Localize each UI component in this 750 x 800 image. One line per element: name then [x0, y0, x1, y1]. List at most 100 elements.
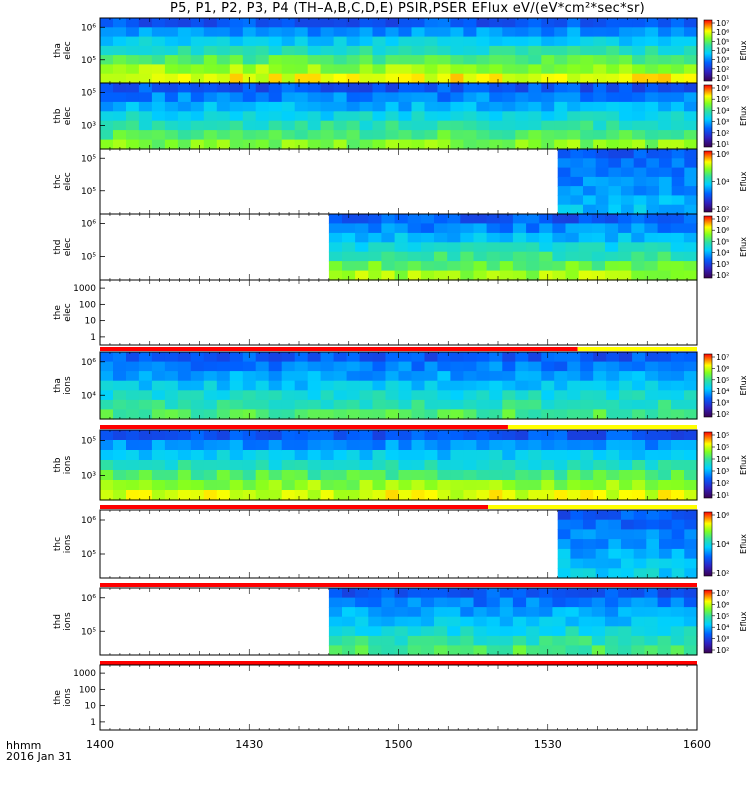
- heatmap-cell: [359, 361, 374, 372]
- heatmap-cell: [541, 409, 555, 420]
- heatmap-cell: [190, 64, 205, 75]
- heatmap-cell: [554, 55, 568, 65]
- heatmap-cell: [372, 64, 387, 75]
- heatmap-cell: [385, 490, 400, 501]
- heatmap-cell: [113, 440, 127, 451]
- heatmap-cell: [281, 111, 296, 122]
- colorbar-tick-label: 10⁵: [716, 237, 729, 246]
- heatmap-cell: [502, 450, 516, 461]
- heatmap-cell: [411, 83, 426, 93]
- heatmap-cell: [645, 101, 659, 112]
- heatmap-cell: [499, 223, 514, 234]
- heatmap-cell: [447, 645, 461, 656]
- heatmap-cell: [407, 616, 422, 627]
- heatmap-cell: [177, 490, 192, 501]
- status-bar-yellow: [577, 347, 697, 351]
- heatmap-cell: [255, 470, 270, 481]
- heatmap-cell: [473, 616, 488, 627]
- heatmap-cell: [372, 409, 387, 420]
- heatmap-cell: [190, 361, 205, 372]
- heatmap-cell: [216, 111, 231, 122]
- heatmap-cell: [476, 380, 490, 391]
- heatmap-cell: [113, 409, 127, 420]
- heatmap-cell: [151, 45, 166, 56]
- heatmap-cell: [476, 130, 490, 141]
- heatmap-cell: [216, 27, 231, 38]
- heatmap-cell: [320, 440, 335, 451]
- y-tick-label: 10³: [81, 122, 96, 132]
- colorbar-tick-label: 10⁶: [716, 600, 729, 609]
- heatmap-cell: [307, 83, 322, 93]
- heatmap-cell: [684, 36, 698, 47]
- heatmap-cell: [190, 371, 205, 382]
- heatmap-cell: [539, 223, 553, 234]
- heatmap-cell: [684, 361, 698, 372]
- heatmap-cell: [100, 399, 114, 411]
- heatmap-cell: [658, 352, 672, 363]
- heatmap-cell: [307, 440, 322, 451]
- heatmap-cell: [633, 195, 647, 206]
- heatmap-cell: [100, 480, 114, 491]
- heatmap-cell: [515, 36, 529, 47]
- heatmap-cell: [359, 399, 374, 411]
- heatmap-cell: [437, 450, 451, 461]
- heatmap-cell: [177, 430, 192, 441]
- heatmap-cell: [554, 409, 568, 420]
- heatmap-cell: [398, 380, 413, 391]
- heatmap-cell: [190, 36, 205, 47]
- heatmap-cell: [632, 73, 646, 84]
- heatmap-cell: [644, 242, 659, 253]
- heatmap-cell: [646, 149, 660, 159]
- heatmap-cell: [671, 558, 685, 569]
- heatmap-cell: [565, 645, 580, 656]
- heatmap-cell: [578, 597, 593, 608]
- status-bar-red: [100, 505, 489, 509]
- heatmap-cell: [489, 64, 503, 75]
- heatmap-cell: [684, 430, 698, 441]
- heatmap-cell: [644, 635, 659, 647]
- colorbar-thb-elec: [703, 84, 713, 148]
- heatmap-cell: [489, 490, 503, 501]
- heatmap-cell: [203, 450, 218, 461]
- heatmap-cell: [463, 36, 477, 47]
- heatmap-cell: [190, 55, 205, 65]
- heatmap-cell: [151, 470, 166, 481]
- heatmap-cell: [526, 588, 540, 599]
- heatmap-cell: [424, 120, 439, 131]
- heatmap-cell: [684, 149, 698, 159]
- heatmap-cell: [434, 251, 448, 262]
- heatmap-cell: [434, 588, 448, 599]
- heatmap-cell: [126, 490, 140, 501]
- heatmap-cell: [294, 490, 309, 501]
- heatmap-cell: [659, 529, 673, 540]
- heatmap-cell: [486, 616, 501, 627]
- heatmap-cell: [632, 55, 646, 65]
- heatmap-cell: [203, 27, 218, 38]
- heatmap-cell: [619, 390, 633, 401]
- heatmap-cell: [359, 18, 374, 28]
- heatmap-cell: [658, 101, 672, 112]
- heatmap-cell: [346, 460, 361, 471]
- heatmap-cell: [644, 616, 659, 627]
- heatmap-cell: [460, 223, 474, 234]
- heatmap-cell: [437, 352, 451, 363]
- heatmap-cell: [684, 120, 698, 131]
- heatmap-cell: [281, 440, 296, 451]
- heatmap-cell: [242, 440, 257, 451]
- heatmap-cell: [424, 83, 439, 93]
- heatmap-cell: [372, 27, 387, 38]
- heatmap-cell: [621, 186, 635, 196]
- heatmap-cell: [424, 352, 439, 363]
- heatmap-cell: [268, 409, 283, 420]
- heatmap-cell: [608, 186, 622, 196]
- heatmap-cell: [463, 73, 477, 84]
- y-tick-label: 10⁵: [81, 154, 96, 164]
- heatmap-cell: [138, 361, 153, 372]
- heatmap-cell: [646, 510, 660, 521]
- heatmap-cell: [447, 635, 461, 647]
- heatmap-cell: [437, 139, 451, 150]
- heatmap-cell: [229, 361, 244, 372]
- heatmap-cell: [398, 27, 413, 38]
- heatmap-cell: [355, 223, 369, 234]
